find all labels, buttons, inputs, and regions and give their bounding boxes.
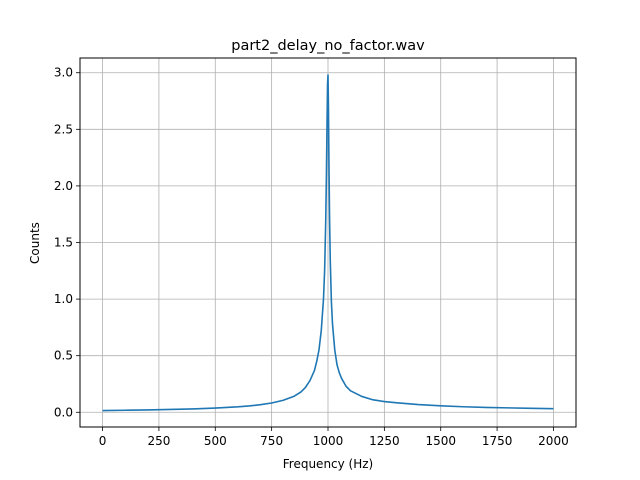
x-axis-label: Frequency (Hz) [283, 457, 374, 471]
y-tick-label: 2.5 [54, 122, 73, 136]
x-tick-label: 1250 [369, 434, 400, 448]
chart-title: part2_delay_no_factor.wav [231, 38, 425, 54]
x-tick-label: 250 [147, 434, 170, 448]
x-tick-label: 2000 [538, 434, 569, 448]
series-layer [102, 74, 554, 412]
x-tick-label: 1000 [313, 434, 344, 448]
series-line [102, 74, 554, 412]
y-tick-label: 1.5 [54, 236, 73, 250]
ticks: 0 250 500 750 1000 1250 1500 1750 2000 0.0 0.5 1.0 1… [54, 66, 569, 448]
x-tick-label: 750 [260, 434, 283, 448]
x-tick-label: 1750 [482, 434, 513, 448]
y-axis-label: Counts [28, 222, 42, 264]
x-tick-label: 0 [99, 434, 107, 448]
x-tick-label: 500 [204, 434, 227, 448]
y-tick-label: 2.0 [54, 179, 73, 193]
y-tick-label: 3.0 [54, 66, 73, 80]
x-tick-label: 1500 [425, 434, 456, 448]
y-tick-label: 0.5 [54, 349, 73, 363]
y-tick-label: 0.0 [54, 405, 73, 419]
y-tick-label: 1.0 [54, 292, 73, 306]
